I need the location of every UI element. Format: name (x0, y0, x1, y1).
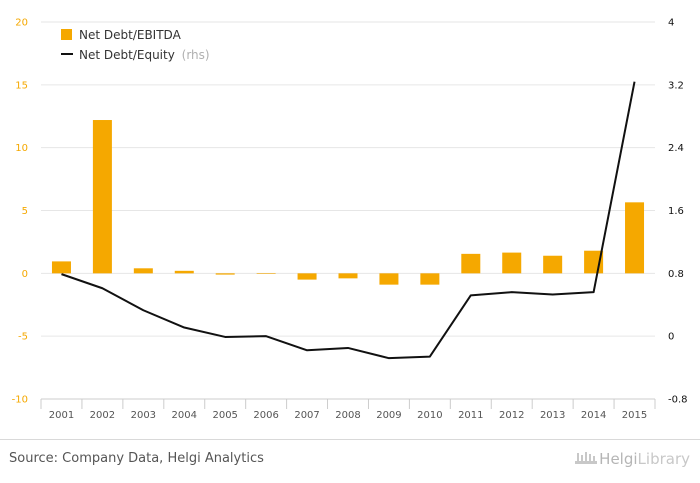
x-tick-label: 2005 (212, 410, 237, 421)
bars-net-debt-ebitda (51, 120, 645, 285)
x-tick-label: 2007 (294, 410, 319, 421)
y-left-tick-label: -10 (12, 395, 28, 406)
bar (174, 270, 194, 274)
bar (379, 273, 399, 285)
legend-label-equity-suffix: (rhs) (182, 48, 210, 62)
y-right-tick-label: 0 (668, 332, 674, 343)
helgi-library-logo: HelgiLibrary (573, 448, 690, 470)
x-tick-label: 2009 (376, 410, 401, 421)
x-tick-label: 2003 (131, 410, 156, 421)
x-tick-label: 2015 (622, 410, 647, 421)
y-left-tick-label: 10 (15, 143, 28, 154)
x-tick-label: 2006 (253, 410, 278, 421)
y-right-tick-label: 4 (668, 18, 674, 29)
library-icon (575, 452, 598, 464)
y-right-tick-label: -0.8 (668, 395, 688, 406)
x-tick-label: 2014 (581, 410, 606, 421)
x-tick-label: 2008 (335, 410, 360, 421)
y-right-tick-label: 1.6 (668, 206, 684, 217)
y-right-tick-label: 0.8 (668, 269, 684, 280)
bar (543, 255, 563, 274)
x-tick-label: 2013 (540, 410, 565, 421)
legend: Net Debt/EBITDA Net Debt/Equity (rhs) (61, 28, 210, 62)
logo-text: HelgiLibrary (599, 450, 690, 468)
y-left-tick-label: 0 (22, 269, 28, 280)
line-net-debt-equity (61, 81, 636, 360)
y-right-tick-label: 2.4 (668, 143, 684, 154)
bar (625, 202, 645, 274)
y-right-tick-label: 3.2 (668, 80, 684, 91)
bar (338, 273, 358, 279)
y-left-tick-label: 20 (15, 18, 28, 29)
bar (51, 261, 71, 274)
x-tick-label: 2012 (499, 410, 524, 421)
bar (297, 273, 317, 280)
grid-lines (41, 21, 655, 337)
bar (133, 268, 153, 274)
y-left-tick-label: 5 (22, 206, 28, 217)
x-tick-label: 2011 (458, 410, 483, 421)
bar (461, 253, 481, 274)
footer: Source: Company Data, Helgi Analytics He… (0, 439, 700, 483)
bar (92, 120, 112, 274)
bar (420, 273, 440, 285)
x-tick-label: 2004 (172, 410, 197, 421)
y-left-tick-label: -5 (18, 332, 28, 343)
legend-label-ebitda: Net Debt/EBITDA (79, 28, 182, 42)
x-tick-label: 2001 (49, 410, 74, 421)
logo-text-library: Library (637, 450, 690, 468)
bar (502, 252, 522, 274)
x-tick-label: 2002 (90, 410, 115, 421)
legend-label-equity: Net Debt/Equity (rhs) (79, 48, 210, 62)
legend-label-equity-name: Net Debt/Equity (79, 48, 175, 62)
logo-text-helgi: Helgi (599, 450, 638, 468)
source-text: Source: Company Data, Helgi Analytics (9, 451, 264, 466)
bar (215, 273, 235, 275)
bar (256, 273, 276, 274)
legend-swatch-bar (61, 29, 72, 40)
x-tick-label: 2010 (417, 410, 442, 421)
y-left-tick-label: 15 (15, 80, 28, 91)
series-line (61, 81, 636, 360)
